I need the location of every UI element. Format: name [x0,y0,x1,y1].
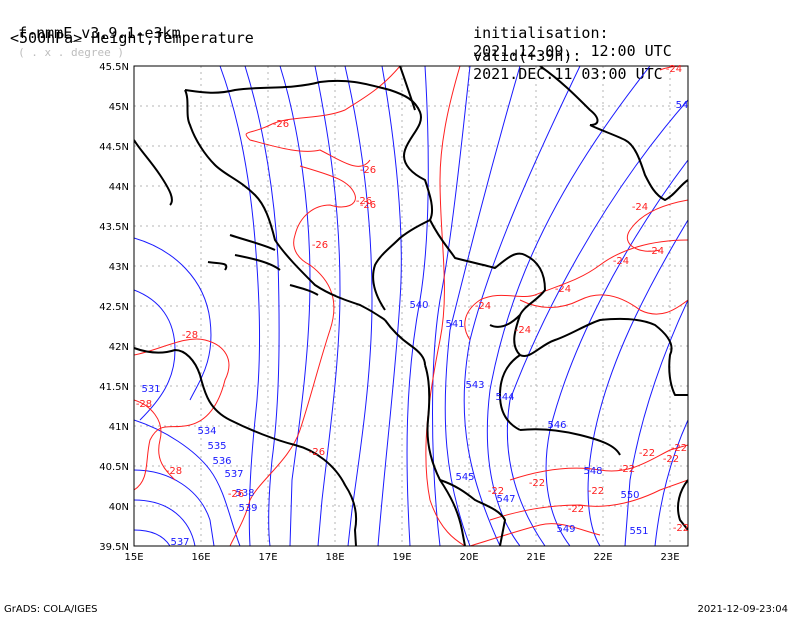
height-label: 536 [212,456,231,467]
temperature-label: -26 [273,119,289,130]
lon-tick-label: 21E [526,552,545,563]
lon-tick-label: 18E [325,552,344,563]
height-label: 545 [455,472,474,483]
temperature-label: -22 [588,486,604,497]
lat-tick-label: 41N [109,422,129,433]
temperature-label: -28 [136,399,152,410]
temperature-label: -24 [515,325,531,336]
temperature-contour-lines [134,66,688,546]
lat-tick-label: 45N [109,102,129,113]
height-label: 548 [583,466,602,477]
height-label: 543 [465,380,484,391]
height-labels: 531 534 535 536 537 537 538 539 540 541 … [141,100,688,548]
temperature-label: -26 [228,489,244,500]
temperature-labels: -26 -26 -26 -26 -26 -26 -26 -28 -28 -28 … [136,64,689,534]
temperature-label: -24 [666,64,682,75]
valid-label: valid(+39h): [473,47,582,65]
lat-tick-label: 41.5N [99,382,129,393]
lat-tick-label: 42N [109,342,129,353]
field-title: <500hPa> Height,Temperature [10,29,254,47]
height-contour-lines [134,66,688,546]
height-label: 544 [495,392,514,403]
init-time: initialisation: 2021.12.09. 12:00 UTC [455,6,672,60]
temperature-label: -22 [671,443,687,454]
height-label: 550 [620,490,639,501]
height-label: 541 [445,319,464,330]
temperature-label: -26 [360,200,376,211]
model-title: f-nmmE_v3.9.1-e3km ( . x . degree ) [0,6,181,60]
height-label: 551 [629,526,648,537]
lon-tick-label: 20E [459,552,478,563]
lon-tick-label: 17E [258,552,277,563]
height-label: 537 [224,469,243,480]
lat-tick-label: 42.5N [99,302,129,313]
temperature-label: -22 [663,454,679,465]
valid-value: 2021.DEC.11 03:00 UTC [473,65,663,83]
lat-tick-label: 40N [109,502,129,513]
lon-tick-label: 15E [124,552,143,563]
temperature-label: -26 [360,165,376,176]
height-label: 537 [170,537,189,548]
lat-tick-label: 39.5N [99,542,129,553]
model-name: f-nmmE_v3.9.1-e3km [18,24,181,42]
temperature-label: -22 [619,464,635,475]
height-label: 546 [547,420,566,431]
plot-frame [133,65,689,547]
temperature-label: -22 [529,478,545,489]
temperature-label: -24 [555,284,571,295]
height-label: 539 [238,503,257,514]
footer-credit: GrADS: COLA/IGES [4,604,98,615]
lon-axis: 15E 16E 17E 18E 19E 20E 21E 22E 23E [124,552,679,563]
height-label: 531 [141,384,160,395]
lat-tick-label: 44N [109,182,129,193]
temperature-label: -24 [648,246,664,257]
lat-tick-label: 40.5N [99,462,129,473]
height-label: 549 [556,524,575,535]
height-label: 540 [409,300,428,311]
country-borders [134,66,688,546]
temperature-label: -24 [475,301,491,312]
temperature-label: -28 [166,466,182,477]
temperature-label: -24 [632,202,648,213]
units-note: ( . x . degree ) [18,46,125,59]
init-value: 2021.12.09. 12:00 UTC [473,42,672,60]
lat-tick-label: 43.5N [99,222,129,233]
lon-tick-label: 16E [191,552,210,563]
lat-axis: 45.5N 45N 44.5N 44N 43.5N 43N 42.5N 42N … [99,62,129,553]
temperature-label: -22 [673,523,689,534]
temperature-label: -22 [639,448,655,459]
height-label: 547 [496,494,515,505]
temperature-label: -28 [182,330,198,341]
temperature-label: -26 [356,196,372,207]
height-label: 54 [676,100,689,111]
temperature-label: -26 [309,447,325,458]
temperature-label: -24 [613,256,629,267]
valid-time: valid(+39h): 2021.DEC.11 03:00 UTC [455,29,663,83]
lon-tick-label: 22E [593,552,612,563]
lon-tick-label: 19E [392,552,411,563]
height-label: 538 [235,488,254,499]
height-label: 535 [207,441,226,452]
lat-tick-label: 45.5N [99,62,129,73]
height-label: 534 [197,426,216,437]
lat-tick-label: 44.5N [99,142,129,153]
temperature-label: -22 [488,486,504,497]
lat-tick-label: 43N [109,262,129,273]
init-label: initialisation: [473,24,609,42]
footer-timestamp: 2021-12-09-23:04 [697,604,788,615]
lon-tick-label: 23E [660,552,679,563]
temperature-label: -26 [312,240,328,251]
temperature-label: -22 [568,504,584,515]
